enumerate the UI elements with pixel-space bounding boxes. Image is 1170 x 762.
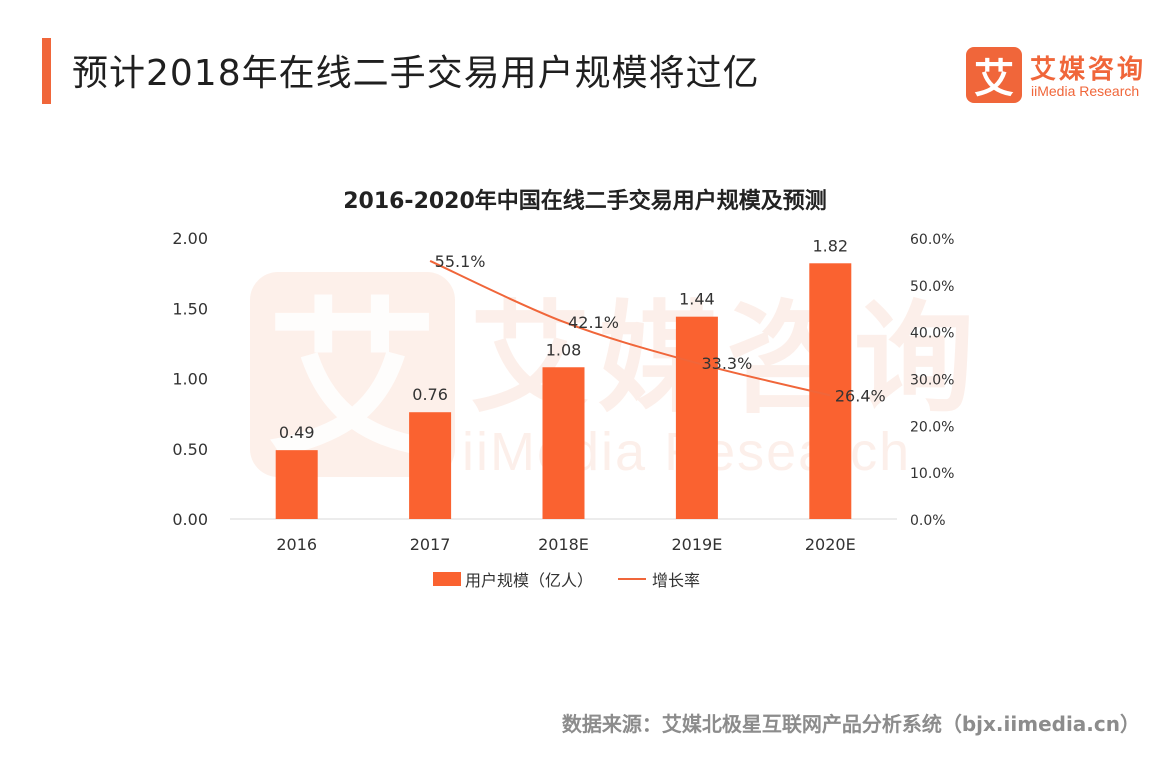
legend-swatch-bar (433, 572, 461, 586)
x-tick-label: 2018E (538, 535, 589, 554)
bar-data-label: 1.44 (679, 290, 715, 309)
brand-logo: 艾 艾媒咨询 iiMedia Research (966, 47, 1156, 107)
line-data-label: 33.3% (701, 354, 752, 373)
logo-cn-text: 艾媒咨询 (1030, 55, 1147, 85)
y-right-tick-label: 60.0% (910, 232, 954, 248)
y-left-tick-label: 1.50 (172, 299, 208, 318)
legend-swatch-line (618, 578, 646, 580)
watermark-mark: 艾 (267, 283, 437, 481)
y-right-tick-label: 0.0% (910, 513, 946, 529)
x-tick-label: 2020E (805, 535, 856, 554)
logo-mark-icon: 艾 (966, 47, 1022, 103)
title-accent-bar (42, 38, 51, 104)
line-data-label: 26.4% (835, 386, 886, 405)
bar-data-label: 1.08 (546, 340, 582, 359)
bar (542, 367, 585, 519)
x-tick-label: 2016 (276, 535, 317, 554)
y-left-tick-label: 1.00 (172, 370, 208, 389)
legend-item-growth: 增长率 (618, 567, 700, 591)
bar (275, 450, 318, 519)
chart-title: 2016-2020年中国在线二手交易用户规模及预测 (343, 189, 827, 214)
line-data-label: 42.1% (568, 313, 619, 332)
growth-rate-line (429, 260, 831, 397)
data-source-note: 数据来源：艾媒北极星互联网产品分析系统（bjx.iimedia.cn） (561, 712, 1140, 736)
page-title: 预计2018年在线二手交易用户规模将过亿 (72, 53, 760, 94)
watermark-box (250, 272, 455, 477)
logo-en-text: iiMedia Research (1031, 83, 1140, 99)
y-right-tick-label: 50.0% (910, 279, 954, 295)
y-right-tick-label: 40.0% (910, 326, 954, 342)
y-right-tick-label: 30.0% (910, 373, 954, 389)
bar (675, 316, 718, 519)
y-left-tick-label: 2.00 (172, 229, 208, 248)
legend-item-users: 用户规模（亿人） (433, 567, 593, 591)
x-tick-label: 2017 (410, 535, 451, 554)
bar-data-label: 0.76 (412, 385, 448, 404)
x-tick-label: 2019E (671, 535, 722, 554)
y-right-tick-label: 20.0% (910, 419, 954, 435)
bar-data-label: 1.82 (812, 236, 848, 255)
bar-data-label: 0.49 (279, 423, 315, 442)
y-left-tick-label: 0.00 (172, 510, 208, 529)
y-right-tick-label: 10.0% (910, 466, 954, 482)
legend-label-users: 用户规模（亿人） (465, 571, 594, 590)
line-data-label: 55.1% (435, 252, 486, 271)
bar (409, 412, 452, 519)
legend-label-growth: 增长率 (652, 571, 701, 590)
y-left-tick-label: 0.50 (172, 440, 208, 459)
